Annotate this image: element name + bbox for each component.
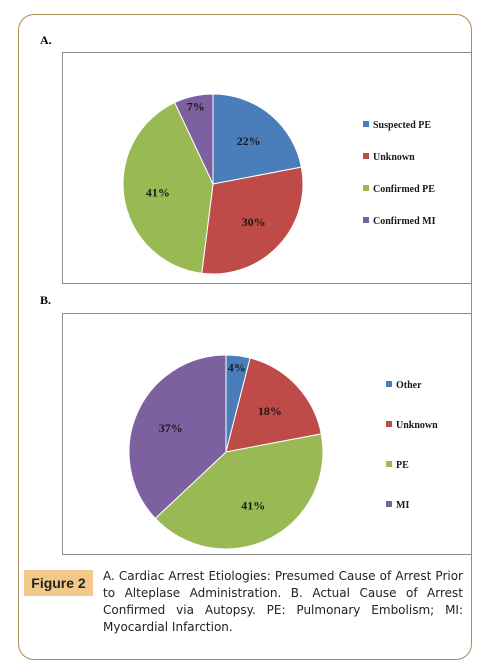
chart-b: 4% 18% 41% 37% Other Unknown PE MI <box>62 313 472 555</box>
pie-1-data-label-2: 41% <box>241 499 265 513</box>
pie-0-legend-swatch-0 <box>363 121 369 127</box>
pie-1-legend-swatch-1 <box>386 421 392 427</box>
pie-0-legend-swatch-1 <box>363 153 369 159</box>
pie-1-data-label-0: 4% <box>228 360 246 374</box>
panel-label-b: B. <box>40 293 52 307</box>
panel-label-a: A. <box>40 33 52 47</box>
pie-1-slice-2 <box>154 433 324 550</box>
chart-a: 22% 30% 41% 7% Suspected PE Unknown Confirmed … <box>62 52 472 284</box>
pie-chart-a: 22% 30% 41% 7% Suspected PE Unknown Confirmed … <box>122 93 436 275</box>
pie-1-slice-1 <box>225 357 322 453</box>
figure-caption: A. Cardiac Arrest Etiologies: Presumed C… <box>103 569 463 634</box>
pie-1-legend-label-1: Unknown <box>396 420 438 431</box>
pie-chart-b: 4% 18% 41% 37% Other Unknown PE MI <box>128 354 438 550</box>
pie-0-legend-label-0: Suspected PE <box>373 120 431 131</box>
pie-1-legend-swatch-0 <box>386 381 392 387</box>
pie-0-slice-0 <box>212 93 302 185</box>
pie-1-legend-label-2: PE <box>396 460 409 471</box>
figure-tag: Figure 2 <box>24 570 93 596</box>
pie-1-legend-swatch-3 <box>386 501 392 507</box>
pie-0-legend-swatch-3 <box>363 217 369 223</box>
pie-1-legend-label-3: MI <box>396 500 409 511</box>
pie-0-legend-label-3: Confirmed MI <box>373 216 436 227</box>
pie-0-legend-label-2: Confirmed PE <box>373 184 435 195</box>
pie-1-slice-3 <box>128 354 227 520</box>
pie-0-data-label-2: 41% <box>146 186 170 200</box>
pie-1-data-label-1: 18% <box>258 404 282 418</box>
pie-0-data-label-1: 30% <box>242 215 266 229</box>
pie-0-data-label-3: 7% <box>187 100 205 114</box>
pie-0-slice-2 <box>122 101 214 274</box>
pie-0-slice-1 <box>201 166 304 275</box>
pie-0-slice-3 <box>174 93 214 185</box>
pie-1-legend-label-0: Other <box>396 380 422 391</box>
pie-1-legend-swatch-2 <box>386 461 392 467</box>
pie-0-data-label-0: 22% <box>237 134 261 148</box>
pie-0-legend-label-1: Unknown <box>373 152 415 163</box>
pie-0-legend-swatch-2 <box>363 185 369 191</box>
pie-1-data-label-3: 37% <box>159 421 183 435</box>
